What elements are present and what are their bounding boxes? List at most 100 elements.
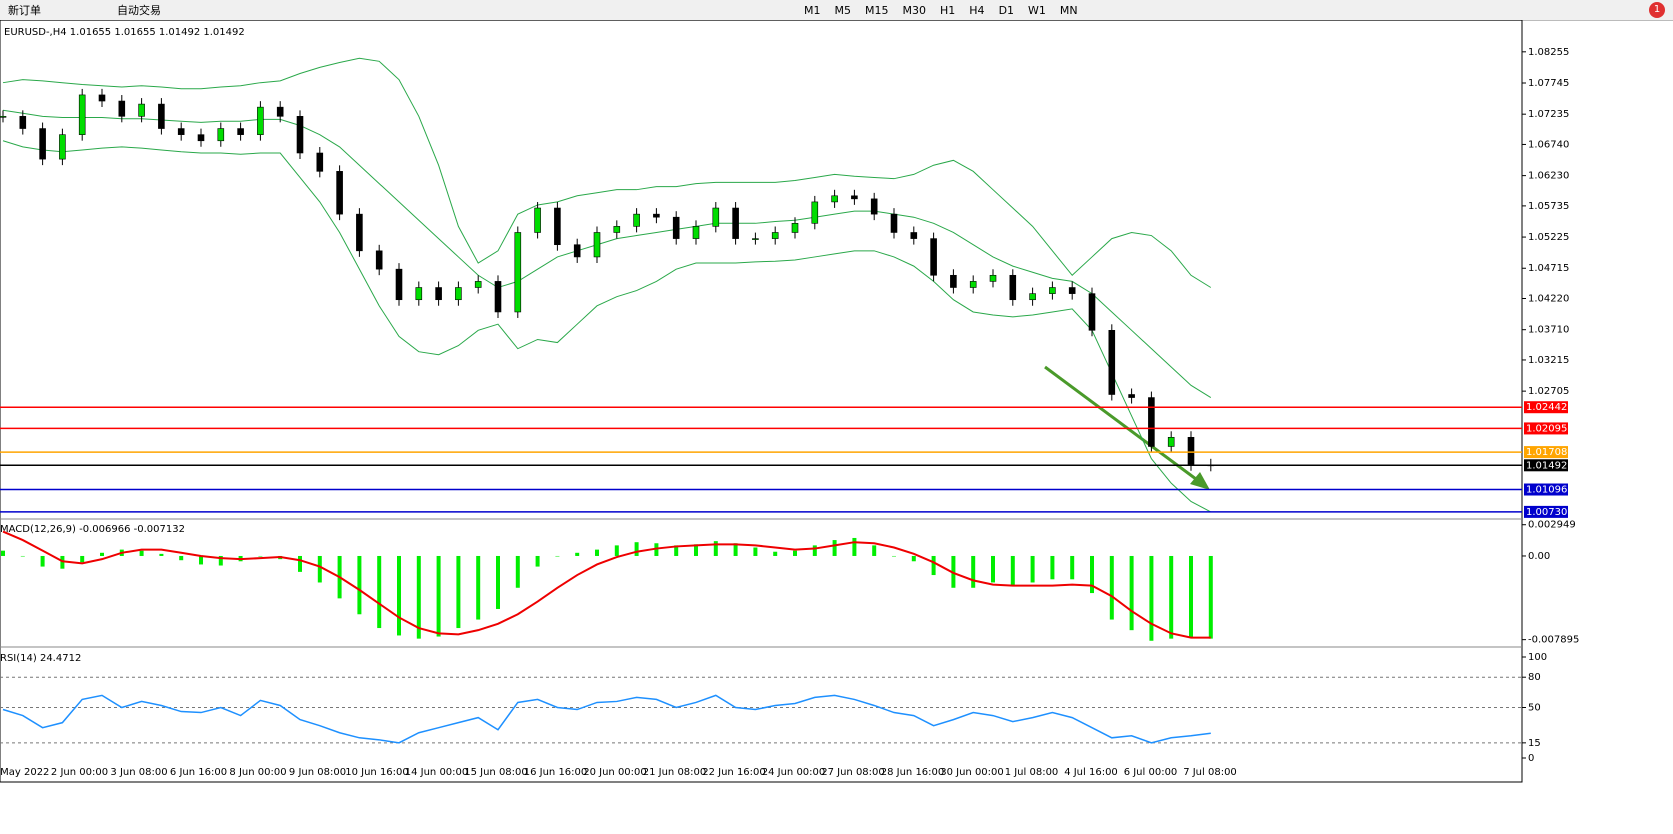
- timeframe-button[interactable]: D1: [998, 3, 1015, 17]
- new-order-button[interactable]: 新订单: [8, 4, 41, 17]
- candle-body: [534, 207, 541, 233]
- price-level-tag: [1524, 422, 1568, 435]
- price-level-tag: [1524, 459, 1568, 472]
- candle-body: [831, 195, 838, 203]
- time-label: 21 Jun 08:00: [643, 767, 707, 778]
- time-label: 10 Jun 16:00: [345, 767, 409, 778]
- notification-badge[interactable]: 1: [1649, 2, 1665, 18]
- candle-body: [494, 281, 502, 313]
- y-tick-label: 0: [1528, 753, 1534, 764]
- macd-bar: [1109, 555, 1114, 620]
- macd-bar: [298, 555, 302, 572]
- macd-bar: [892, 555, 896, 557]
- candle-body: [474, 281, 482, 288]
- macd-bar: [931, 555, 936, 576]
- time-label: 14 Jun 00:00: [405, 767, 469, 778]
- bollinger-band: [2, 57, 1212, 288]
- price-level-label: 1.02095: [1526, 423, 1567, 434]
- macd-bar: [773, 551, 778, 556]
- candle-body: [1049, 287, 1056, 294]
- macd-bar: [1, 550, 5, 556]
- candle-body: [1108, 330, 1116, 395]
- price-level-label: 1.01096: [1526, 485, 1567, 496]
- candle-body: [653, 213, 660, 218]
- y-tick-label: 15: [1528, 738, 1541, 749]
- timeframe-button[interactable]: M30: [902, 3, 927, 17]
- candle-body: [573, 244, 581, 258]
- y-tick-label: 0.00: [1528, 551, 1550, 562]
- macd-bar: [476, 555, 481, 620]
- macd-bar: [575, 552, 580, 556]
- time-label: 16 Jun 16:00: [524, 767, 588, 778]
- candle-body: [316, 152, 324, 172]
- candle-body: [296, 116, 304, 154]
- macd-bar: [733, 543, 738, 556]
- trend-arrowhead: [1190, 472, 1210, 490]
- candle-body: [633, 213, 640, 227]
- y-tick-label: 1.02705: [1528, 386, 1569, 397]
- y-tick-label: 1.04715: [1528, 263, 1569, 274]
- price-level-tag: [1524, 505, 1568, 518]
- time-label: 8 Jun 00:00: [229, 767, 286, 778]
- candle-body: [19, 116, 27, 129]
- timeframe-button[interactable]: H1: [940, 3, 956, 17]
- candle-body: [989, 274, 997, 282]
- macd-bar: [40, 555, 45, 567]
- bollinger-band: [2, 140, 1212, 513]
- bollinger-band: [2, 109, 1212, 398]
- candle-body: [752, 238, 759, 240]
- macd-signal: [2, 530, 1211, 639]
- y-tick-label: 1.08255: [1528, 47, 1569, 58]
- candle-body: [950, 274, 957, 288]
- macd-bar: [179, 555, 184, 561]
- macd-bar: [60, 555, 65, 569]
- macd-bar: [357, 555, 362, 615]
- candle-body: [415, 287, 423, 301]
- timeframe-button[interactable]: M1: [804, 3, 821, 17]
- candle-body: [890, 213, 898, 233]
- timeframe-button[interactable]: M15: [865, 3, 889, 17]
- macd-bar: [793, 550, 797, 556]
- candle-body: [514, 232, 522, 313]
- macd-bar: [416, 555, 421, 639]
- y-tick-label: 1.06740: [1528, 139, 1569, 150]
- y-tick-label: 80: [1528, 672, 1541, 683]
- auto-trade-button[interactable]: 自动交易: [117, 4, 161, 17]
- macd-bar: [1189, 555, 1193, 638]
- candle-body: [375, 250, 383, 270]
- candle-body: [791, 223, 799, 233]
- candle-body: [672, 216, 680, 239]
- y-tick-label: 1.03710: [1528, 325, 1569, 336]
- candle-body: [692, 226, 700, 239]
- macd-bar: [713, 541, 718, 556]
- macd-bar: [515, 555, 520, 588]
- candle-body: [98, 94, 106, 102]
- time-label: 9 Jun 08:00: [289, 767, 346, 778]
- candle-body: [1187, 436, 1195, 466]
- candle-body: [336, 171, 343, 215]
- macd-bar: [852, 537, 857, 556]
- candle-body: [1128, 394, 1135, 398]
- y-tick-label: 0.002949: [1528, 520, 1576, 531]
- y-tick-label: 50: [1528, 703, 1541, 714]
- time-label: 28 Jun 16:00: [881, 767, 945, 778]
- price-level-label: 1.01492: [1526, 460, 1567, 471]
- macd-bar: [436, 555, 441, 637]
- timeframe-button[interactable]: MN: [1059, 3, 1078, 17]
- time-label: 4 Jul 16:00: [1064, 767, 1118, 778]
- candle-body: [237, 128, 244, 135]
- price-level-tag: [1524, 401, 1568, 414]
- time-label: 1 Jul 08:00: [1005, 767, 1059, 778]
- y-tick-label: 1.03215: [1528, 355, 1569, 366]
- macd-bar: [1129, 555, 1134, 631]
- timeframe-button[interactable]: M5: [834, 3, 852, 17]
- timeframe-button[interactable]: W1: [1028, 3, 1046, 17]
- time-label: 27 Jun 08:00: [821, 767, 885, 778]
- candle-body: [613, 226, 621, 233]
- time-label: 6 Jul 00:00: [1124, 767, 1178, 778]
- macd-bar: [258, 555, 263, 557]
- macd-bar: [1169, 555, 1174, 639]
- candle-body: [395, 268, 403, 301]
- macd-bar: [456, 555, 461, 629]
- timeframe-button[interactable]: H4: [969, 3, 985, 17]
